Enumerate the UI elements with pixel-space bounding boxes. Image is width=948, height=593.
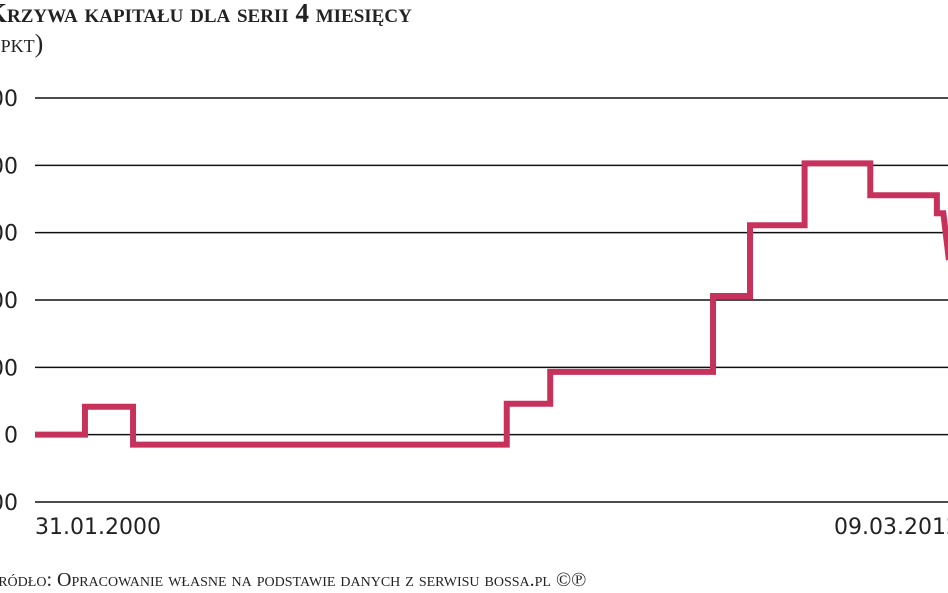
x-tick-label: 31.01.2000 xyxy=(35,515,161,540)
y-tick-label: 2000 xyxy=(0,289,18,314)
y-tick-label: 4000 xyxy=(0,154,18,179)
y-tick-label: 1000 xyxy=(0,356,18,381)
x-tick-label: 09.03.2012 xyxy=(834,515,948,540)
y-tick-label: 5000 xyxy=(0,87,18,112)
chart-subtitle: (pkt) xyxy=(0,29,43,58)
source-note: Źródło: Opracowanie własne na podstawie … xyxy=(0,568,586,591)
y-tick-label: 0 xyxy=(4,424,18,449)
y-tick-label: 3000 xyxy=(0,222,18,247)
equity-line xyxy=(35,160,948,448)
y-tick-label: -1000 xyxy=(0,491,18,516)
chart-title: Krzywa kapitału dla serii 4 miesięcy xyxy=(0,0,412,28)
